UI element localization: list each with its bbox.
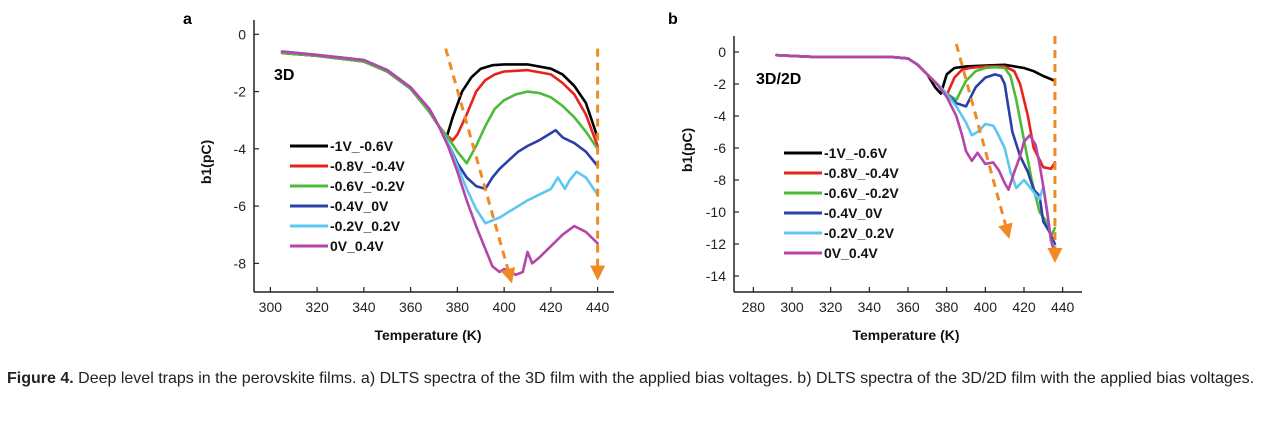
- panel-b-y-axis-label: b1(pC): [679, 128, 695, 172]
- legend-entry: -0.2V_0.2V: [824, 225, 895, 241]
- x-tick-label: 380: [935, 299, 959, 315]
- y-tick-label: 0: [238, 26, 246, 42]
- panel-a-y-axis-label: b1(pC): [198, 140, 214, 184]
- x-tick-label: 340: [858, 299, 882, 315]
- panel-b-plot-area: 280 300 320 340 360 380 400 420 440 0 -2 -4 -6 -8 -10 -…: [706, 36, 1082, 315]
- x-tick-label: 320: [305, 299, 329, 315]
- panel-a-inset-label: 3D: [274, 67, 294, 84]
- legend-entry: -0.6V_-0.2V: [824, 185, 899, 201]
- y-tick-label: -2: [234, 84, 247, 100]
- y-tick-label: -8: [234, 255, 247, 271]
- panel-a-plot-area: 300 320 340 360 380 400 420 440 0 -2 -4 -6 -8 -1V_-0.…: [234, 20, 614, 315]
- y-tick-label: -6: [714, 140, 727, 156]
- legend-entry: -0.8V_-0.4V: [824, 165, 899, 181]
- x-tick-label: 440: [1051, 299, 1075, 315]
- y-tick-label: -14: [706, 268, 726, 284]
- legend-entry: -0.6V_-0.2V: [330, 178, 405, 194]
- x-tick-label: 360: [896, 299, 920, 315]
- legend-entry: -0.8V_-0.4V: [330, 158, 405, 174]
- panel-letter-a: a: [183, 11, 192, 28]
- y-tick-label: -12: [706, 236, 726, 252]
- legend-entry: -1V_-0.6V: [330, 138, 394, 154]
- panel-a-x-axis-label: Temperature (K): [374, 327, 481, 343]
- y-tick-label: -10: [706, 204, 726, 220]
- panel-b-x-axis-label: Temperature (K): [852, 327, 959, 343]
- x-tick-label: 420: [1012, 299, 1036, 315]
- legend-entry: -1V_-0.6V: [824, 145, 888, 161]
- panel-a-series-line-5: [280, 50, 599, 277]
- x-tick-label: 360: [399, 299, 423, 315]
- legend-entry: 0V_0.4V: [330, 238, 384, 254]
- panel-a: a 300 320 340 360 380 400 420 440 0 -2 -4 -6 -8 -1V_-…: [183, 11, 614, 343]
- legend-entry: -0.2V_0.2V: [330, 218, 401, 234]
- legend-entry: -0.4V_0V: [330, 198, 389, 214]
- panel-b: b 280 300 320 340 360 380 400 420 440 0 -2 -4 -6 -8 -1…: [668, 11, 1082, 343]
- legend-entry: 0V_0.4V: [824, 245, 878, 261]
- y-tick-label: -8: [714, 172, 727, 188]
- panel-a-legend: -1V_-0.6V -0.8V_-0.4V -0.6V_-0.2V -0.4V_0V -…: [290, 138, 405, 254]
- panel-a-trend-arrow-0: [444, 48, 516, 284]
- panel-b-series-line-5: [775, 53, 1057, 255]
- panel-b-trend-arrow-0: [954, 43, 1013, 239]
- x-tick-label: 340: [352, 299, 376, 315]
- x-tick-label: 400: [492, 299, 516, 315]
- x-tick-label: 400: [974, 299, 998, 315]
- panel-b-series-line-2: [775, 53, 1057, 238]
- caption-text: Deep level traps in the perovskite films…: [78, 370, 1255, 387]
- y-tick-label: -2: [714, 76, 727, 92]
- x-tick-label: 300: [780, 299, 804, 315]
- panel-b-inset-label: 3D/2D: [756, 71, 801, 88]
- legend-entry: -0.4V_0V: [824, 205, 883, 221]
- y-tick-label: -4: [714, 108, 727, 124]
- figure-caption: Figure 4. Deep level traps in the perovs…: [7, 368, 1275, 390]
- x-tick-label: 280: [742, 299, 766, 315]
- panel-b-legend: -1V_-0.6V -0.8V_-0.4V -0.6V_-0.2V -0.4V_0V -…: [784, 145, 899, 261]
- caption-label: Figure 4.: [7, 370, 74, 387]
- x-tick-label: 440: [586, 299, 610, 315]
- y-tick-label: 0: [718, 44, 726, 60]
- x-tick-label: 320: [819, 299, 843, 315]
- panel-letter-b: b: [668, 11, 678, 28]
- x-tick-label: 420: [539, 299, 563, 315]
- y-tick-label: -4: [234, 141, 247, 157]
- x-tick-label: 380: [446, 299, 470, 315]
- x-tick-label: 300: [259, 299, 283, 315]
- y-tick-label: -6: [234, 198, 247, 214]
